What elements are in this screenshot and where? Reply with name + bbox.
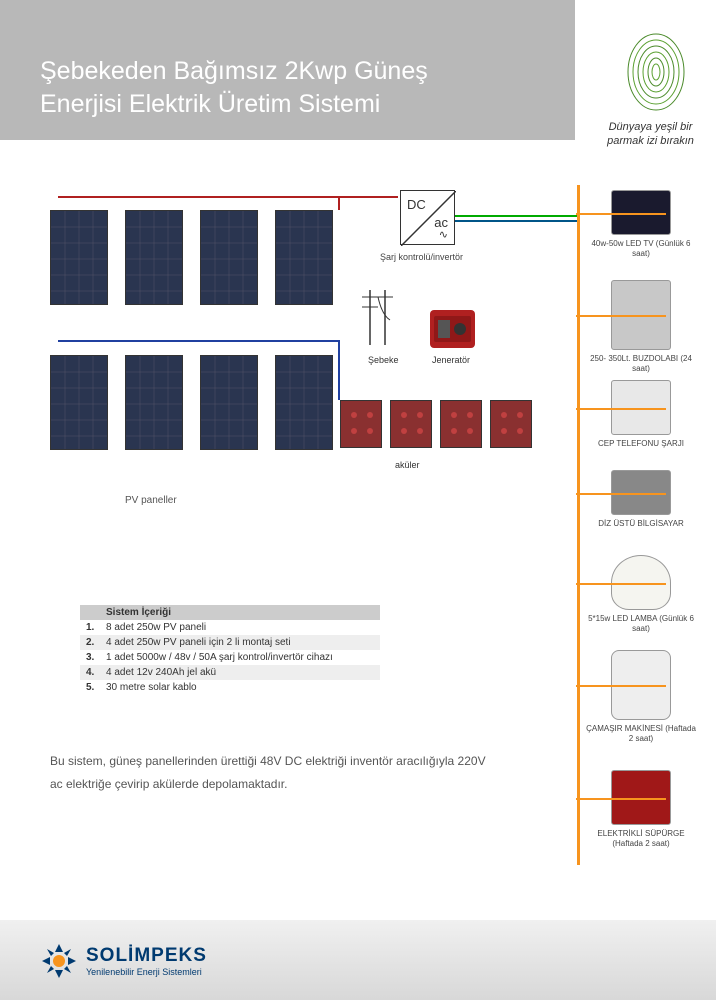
title-line2: Enerjisi Elektrik Üretim Sistemi [40, 88, 428, 121]
wire [58, 196, 338, 198]
row-number: 1. [86, 622, 106, 633]
appliance-label: 40w-50w LED TV (Günlük 6 saat) [586, 239, 696, 258]
bus-connector [576, 408, 666, 410]
pv-panel [50, 210, 108, 305]
row-text: 1 adet 5000w / 48v / 50A şarj kontrol/in… [106, 652, 333, 663]
wire [58, 340, 338, 342]
title-line1: Şebekeden Bağımsız 2Kwp Güneş [40, 55, 428, 88]
pv-panel [50, 355, 108, 450]
output-wire [455, 215, 578, 217]
appliance-label: ÇAMAŞIR MAKİNESİ (Haftada 2 saat) [586, 724, 696, 743]
wire [338, 196, 340, 210]
battery [440, 400, 482, 448]
battery [340, 400, 382, 448]
table-row: 5.30 metre solar kablo [80, 680, 380, 695]
row-text: 4 adet 12v 240Ah jel akü [106, 667, 216, 678]
brand-logo: SOLİMPEKS Yenilenebilir Enerji Sistemler… [40, 942, 207, 980]
appliance-label: 250- 350Lt. BUZDOLABI (24 saat) [586, 354, 696, 373]
row-number: 3. [86, 652, 106, 663]
output-wire [455, 220, 578, 222]
generator-label: Jeneratör [432, 355, 470, 365]
appliance-label: DİZ ÜSTÜ BİLGİSAYAR [586, 519, 696, 529]
table-header: Sistem İçeriği [80, 605, 380, 620]
row-text: 8 adet 250w PV paneli [106, 622, 206, 633]
row-number: 5. [86, 682, 106, 693]
appliance-label: 5*15w LED LAMBA (Günlük 6 saat) [586, 614, 696, 633]
appliance-item: DİZ ÜSTÜ BİLGİSAYAR [586, 470, 696, 529]
wire [338, 340, 340, 400]
row-number: 2. [86, 637, 106, 648]
pv-panel [200, 210, 258, 305]
appliance-label: CEP TELEFONU ŞARJI [586, 439, 696, 449]
inverter-label: Şarj kontrolü/invertör [380, 252, 463, 262]
bus-connector [576, 583, 666, 585]
power-grid-icon [360, 285, 405, 350]
page-title: Şebekeden Bağımsız 2Kwp Güneş Enerjisi E… [40, 55, 428, 120]
appliance-item: 5*15w LED LAMBA (Günlük 6 saat) [586, 555, 696, 633]
wire [338, 196, 398, 198]
inverter-box: DC ac ∿ [400, 190, 455, 245]
pv-panels-label: PV paneller [125, 495, 177, 506]
appliance-item: CEP TELEFONU ŞARJI [586, 380, 696, 449]
pv-panel [275, 355, 333, 450]
pv-panel [125, 355, 183, 450]
grid-label: Şebeke [368, 355, 399, 365]
fingerprint-icon [621, 30, 691, 115]
bus-connector [576, 315, 666, 317]
table-row: 4.4 adet 12v 240Ah jel akü [80, 665, 380, 680]
appliance-item: 40w-50w LED TV (Günlük 6 saat) [586, 190, 696, 258]
appliance-label: ELEKTRİKLİ SÜPÜRGE (Haftada 2 saat) [586, 829, 696, 848]
table-row: 2.4 adet 250w PV paneli için 2 li montaj… [80, 635, 380, 650]
appliance-item: ELEKTRİKLİ SÜPÜRGE (Haftada 2 saat) [586, 770, 696, 848]
logo-icon [40, 942, 78, 980]
row-number: 4. [86, 667, 106, 678]
table-row: 1.8 adet 250w PV paneli [80, 620, 380, 635]
bus-connector [576, 798, 666, 800]
dc-label: DC [407, 197, 426, 212]
appliance-item: ÇAMAŞIR MAKİNESİ (Haftada 2 saat) [586, 650, 696, 743]
table-header-text: Sistem İçeriği [106, 607, 171, 618]
system-description: Bu sistem, güneş panellerinden ürettiği … [50, 750, 490, 796]
row-text: 30 metre solar kablo [106, 682, 197, 693]
pv-panel [125, 210, 183, 305]
pv-panel [200, 355, 258, 450]
battery [390, 400, 432, 448]
distribution-bus [577, 185, 580, 865]
pv-panel [275, 210, 333, 305]
system-contents-table: Sistem İçeriği 1.8 adet 250w PV paneli2.… [80, 605, 380, 695]
logo-text: SOLİMPEKS [86, 945, 207, 967]
row-text: 4 adet 250w PV paneli için 2 li montaj s… [106, 637, 291, 648]
sine-icon: ∿ [439, 228, 448, 241]
bus-connector [576, 685, 666, 687]
bus-connector [576, 493, 666, 495]
bus-connector [576, 213, 666, 215]
appliance-item: 250- 350Lt. BUZDOLABI (24 saat) [586, 280, 696, 373]
table-row: 3.1 adet 5000w / 48v / 50A şarj kontrol/… [80, 650, 380, 665]
slogan-text: Dünyaya yeşil bir parmak izi bırakın [603, 120, 698, 149]
battery [490, 400, 532, 448]
logo-subtitle: Yenilenebilir Enerji Sistemleri [86, 967, 207, 977]
battery-label: aküler [395, 460, 420, 470]
generator-icon [430, 310, 475, 348]
